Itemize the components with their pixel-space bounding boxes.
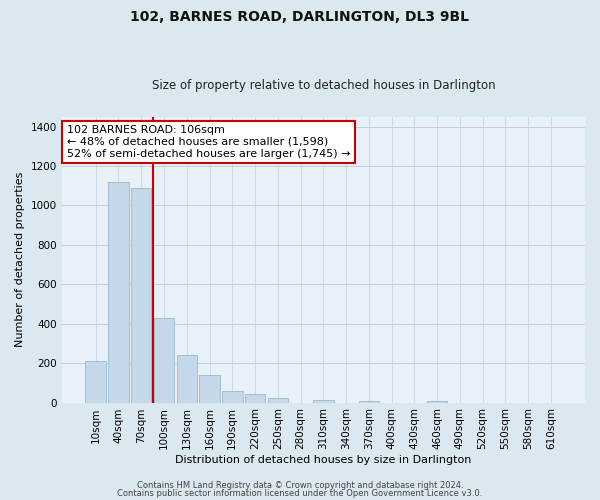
- Bar: [313, 400, 334, 402]
- Bar: [176, 356, 197, 403]
- Text: 102, BARNES ROAD, DARLINGTON, DL3 9BL: 102, BARNES ROAD, DARLINGTON, DL3 9BL: [131, 10, 470, 24]
- Bar: [85, 361, 106, 403]
- Bar: [427, 400, 448, 402]
- Y-axis label: Number of detached properties: Number of detached properties: [15, 172, 25, 348]
- Text: Contains public sector information licensed under the Open Government Licence v3: Contains public sector information licen…: [118, 488, 482, 498]
- X-axis label: Distribution of detached houses by size in Darlington: Distribution of detached houses by size …: [175, 455, 472, 465]
- Bar: [199, 375, 220, 402]
- Title: Size of property relative to detached houses in Darlington: Size of property relative to detached ho…: [152, 79, 495, 92]
- Text: 102 BARNES ROAD: 106sqm
← 48% of detached houses are smaller (1,598)
52% of semi: 102 BARNES ROAD: 106sqm ← 48% of detache…: [67, 126, 350, 158]
- Bar: [108, 182, 129, 402]
- Bar: [154, 318, 174, 402]
- Bar: [245, 394, 265, 402]
- Bar: [359, 401, 379, 402]
- Bar: [222, 391, 242, 402]
- Text: Contains HM Land Registry data © Crown copyright and database right 2024.: Contains HM Land Registry data © Crown c…: [137, 481, 463, 490]
- Bar: [131, 188, 151, 402]
- Bar: [268, 398, 288, 402]
